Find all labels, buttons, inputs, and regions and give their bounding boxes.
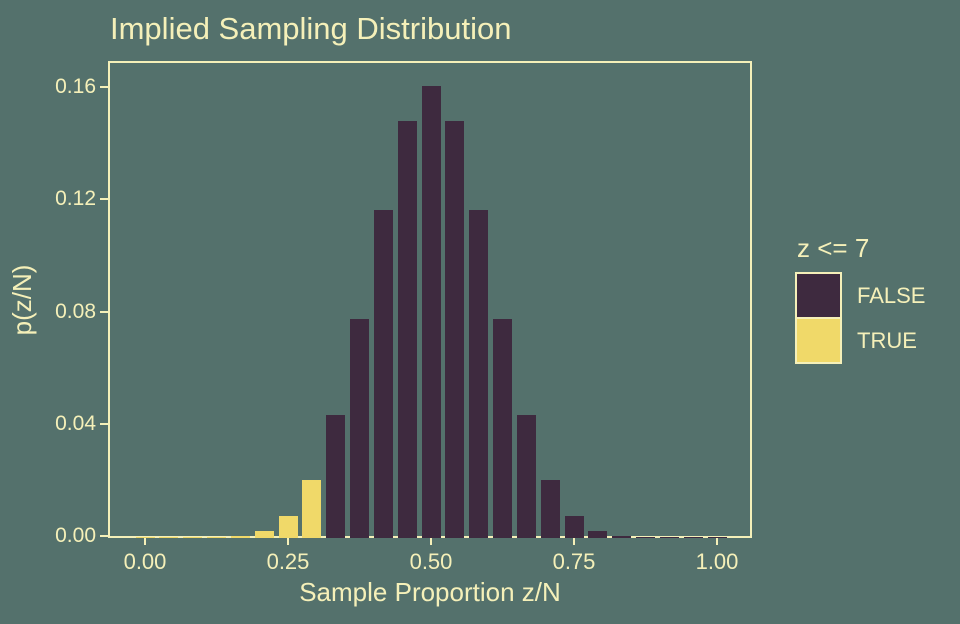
bar-z15 [493,319,512,538]
plot-title: Implied Sampling Distribution [110,11,512,46]
bar-z8 [326,415,346,538]
bar-z18 [564,515,584,538]
bar-z6 [278,515,298,538]
bar-z17 [540,480,560,538]
x-tick-label-2: 0.50 [409,549,453,574]
y-tick-mark-0 [100,535,108,537]
y-tick-mark-4 [100,86,108,89]
bar-z7 [302,480,322,538]
y-tick-label-1: 0.04 [55,411,96,435]
bar-z14 [469,209,489,538]
legend-label-true: TRUE [857,328,917,353]
bar-z10 [373,209,393,538]
plot-panel [108,61,752,538]
legend-key-false-swatch [795,272,842,319]
y-tick-mark-2 [100,310,108,313]
bar-z2 [183,536,203,538]
bar-z9 [350,319,369,538]
y-tick-label-0: 0.00 [55,524,96,547]
bar-z24 [707,536,727,538]
x-tick-label-3: 0.75 [552,549,596,574]
bar-z22 [659,536,679,538]
bar-z20 [612,536,632,538]
x-tick-mark-4 [716,538,718,545]
y-tick-label-4: 0.16 [55,75,96,99]
bar-z0 [135,536,155,538]
legend-title: z <= 7 [797,233,870,263]
legend-label-false: FALSE [857,283,926,308]
x-tick-mark-3 [573,538,575,545]
x-tick-mark-1 [287,538,289,545]
bar-z13 [445,120,465,538]
bar-z16 [516,415,536,538]
x-axis-title: Sample Proportion z/N [299,577,561,607]
bar-z23 [683,536,703,538]
legend-key-true-swatch [795,317,842,364]
bar-z11 [397,120,417,538]
bar-z4 [230,536,250,538]
bar-z12 [421,85,441,538]
x-tick-label-4: 1.00 [695,549,739,574]
x-tick-label-1: 0.25 [266,549,310,574]
bar-z5 [254,530,274,538]
bar-z3 [207,536,226,538]
y-axis-title: p(z/N) [7,264,37,336]
y-tick-mark-3 [100,198,108,201]
x-tick-mark-0 [144,538,146,545]
bar-z1 [159,536,179,538]
x-tick-mark-2 [430,538,432,545]
y-tick-mark-1 [100,422,108,425]
x-tick-label-0: 0.00 [123,549,167,574]
y-tick-label-3: 0.12 [55,187,96,211]
bar-z19 [588,530,608,538]
bar-z21 [636,536,655,538]
y-tick-label-2: 0.08 [55,299,96,323]
